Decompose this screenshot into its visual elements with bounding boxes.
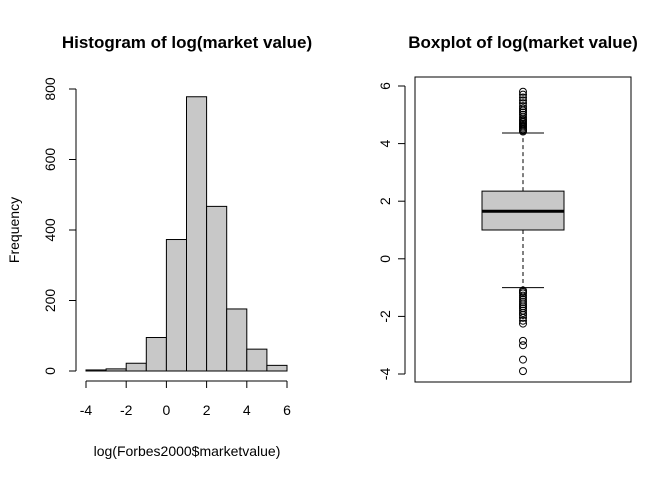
boxplot-y-tick-label: 6	[377, 82, 393, 90]
boxplot-outlier-point	[519, 298, 527, 306]
histogram-y-tick-label: 600	[42, 148, 58, 172]
boxplot-outlier-point	[519, 90, 527, 99]
boxplot-y-tick-label: 4	[377, 139, 393, 147]
boxplot-outlier-point	[519, 300, 527, 309]
histogram-bar	[246, 348, 268, 372]
histogram-x-tick-label: -4	[80, 402, 93, 418]
boxplot-outlier-point	[519, 110, 527, 119]
boxplot-outlier-point	[519, 291, 527, 300]
boxplot-outlier-point	[519, 310, 527, 319]
boxplot-outlier-point	[519, 102, 527, 111]
boxplot-outliers	[519, 87, 527, 376]
histogram-bar	[125, 362, 147, 372]
histogram-y-tick-label: 0	[42, 367, 58, 375]
boxplot-outlier-point	[519, 99, 527, 108]
boxplot-y-axis: -4 -2 0 2 4 6	[377, 82, 406, 381]
histogram-x-axis: -4 -2 0 2 4 6	[80, 380, 291, 418]
boxplot-y-tick-label: -2	[377, 310, 393, 323]
histogram-y-tick-label: 800	[42, 77, 58, 101]
boxplot-outlier-point	[519, 313, 527, 322]
histogram-bar	[105, 368, 127, 372]
boxplot-outlier-point	[519, 93, 527, 102]
histogram-bar	[206, 205, 228, 372]
histogram-y-axis: 0 200 400 600 800	[42, 77, 77, 375]
boxplot-outlier-point	[519, 108, 527, 117]
histogram-x-tick-label: 2	[203, 402, 211, 418]
histogram-bar	[165, 239, 187, 372]
histogram-y-tick-label: 400	[42, 218, 58, 242]
boxplot-outlier-point	[519, 367, 527, 376]
boxplot-outlier-point	[519, 341, 527, 350]
boxplot-outlier-point	[519, 104, 527, 113]
histogram-bar	[85, 369, 107, 372]
histogram-ylabel: Frequency	[6, 197, 22, 263]
histogram-x-tick-label: 4	[243, 402, 251, 418]
histogram-y-tick-label: 200	[42, 289, 58, 313]
histogram-panel: Histogram of log(market value) Frequency…	[6, 33, 312, 459]
histogram-bar	[266, 364, 288, 372]
boxplot-outlier-point	[519, 96, 527, 105]
boxplot-outlier-point	[519, 319, 527, 328]
histogram-bar	[145, 337, 167, 372]
histogram-xlabel: log(Forbes2000$marketvalue)	[94, 443, 281, 459]
boxplot-y-tick-label: 0	[377, 255, 393, 263]
histogram-x-tick-label: -2	[120, 402, 133, 418]
boxplot-title: Boxplot of log(market value)	[408, 33, 638, 52]
boxplot-outlier-point	[519, 87, 527, 96]
histogram-bar	[186, 96, 208, 372]
boxplot-outlier-point	[519, 316, 527, 325]
boxplot-body	[481, 132, 565, 289]
boxplot-outlier-point	[519, 355, 527, 364]
boxplot-outlier-point	[519, 289, 527, 298]
boxplot-panel: Boxplot of log(market value) -4 -2 0 2 4 6	[377, 33, 638, 383]
boxplot-frame	[414, 76, 632, 383]
histogram-bar	[226, 308, 248, 372]
histogram-title: Histogram of log(market value)	[62, 33, 312, 52]
histogram-x-tick-label: 6	[283, 402, 291, 418]
boxplot-outlier-point	[519, 336, 527, 345]
boxplot-y-tick-label: -4	[377, 368, 393, 381]
boxplot-y-tick-label: 2	[377, 197, 393, 205]
histogram-bars	[85, 96, 288, 372]
histogram-x-tick-label: 0	[163, 402, 171, 418]
boxplot-outlier-point	[519, 308, 527, 317]
